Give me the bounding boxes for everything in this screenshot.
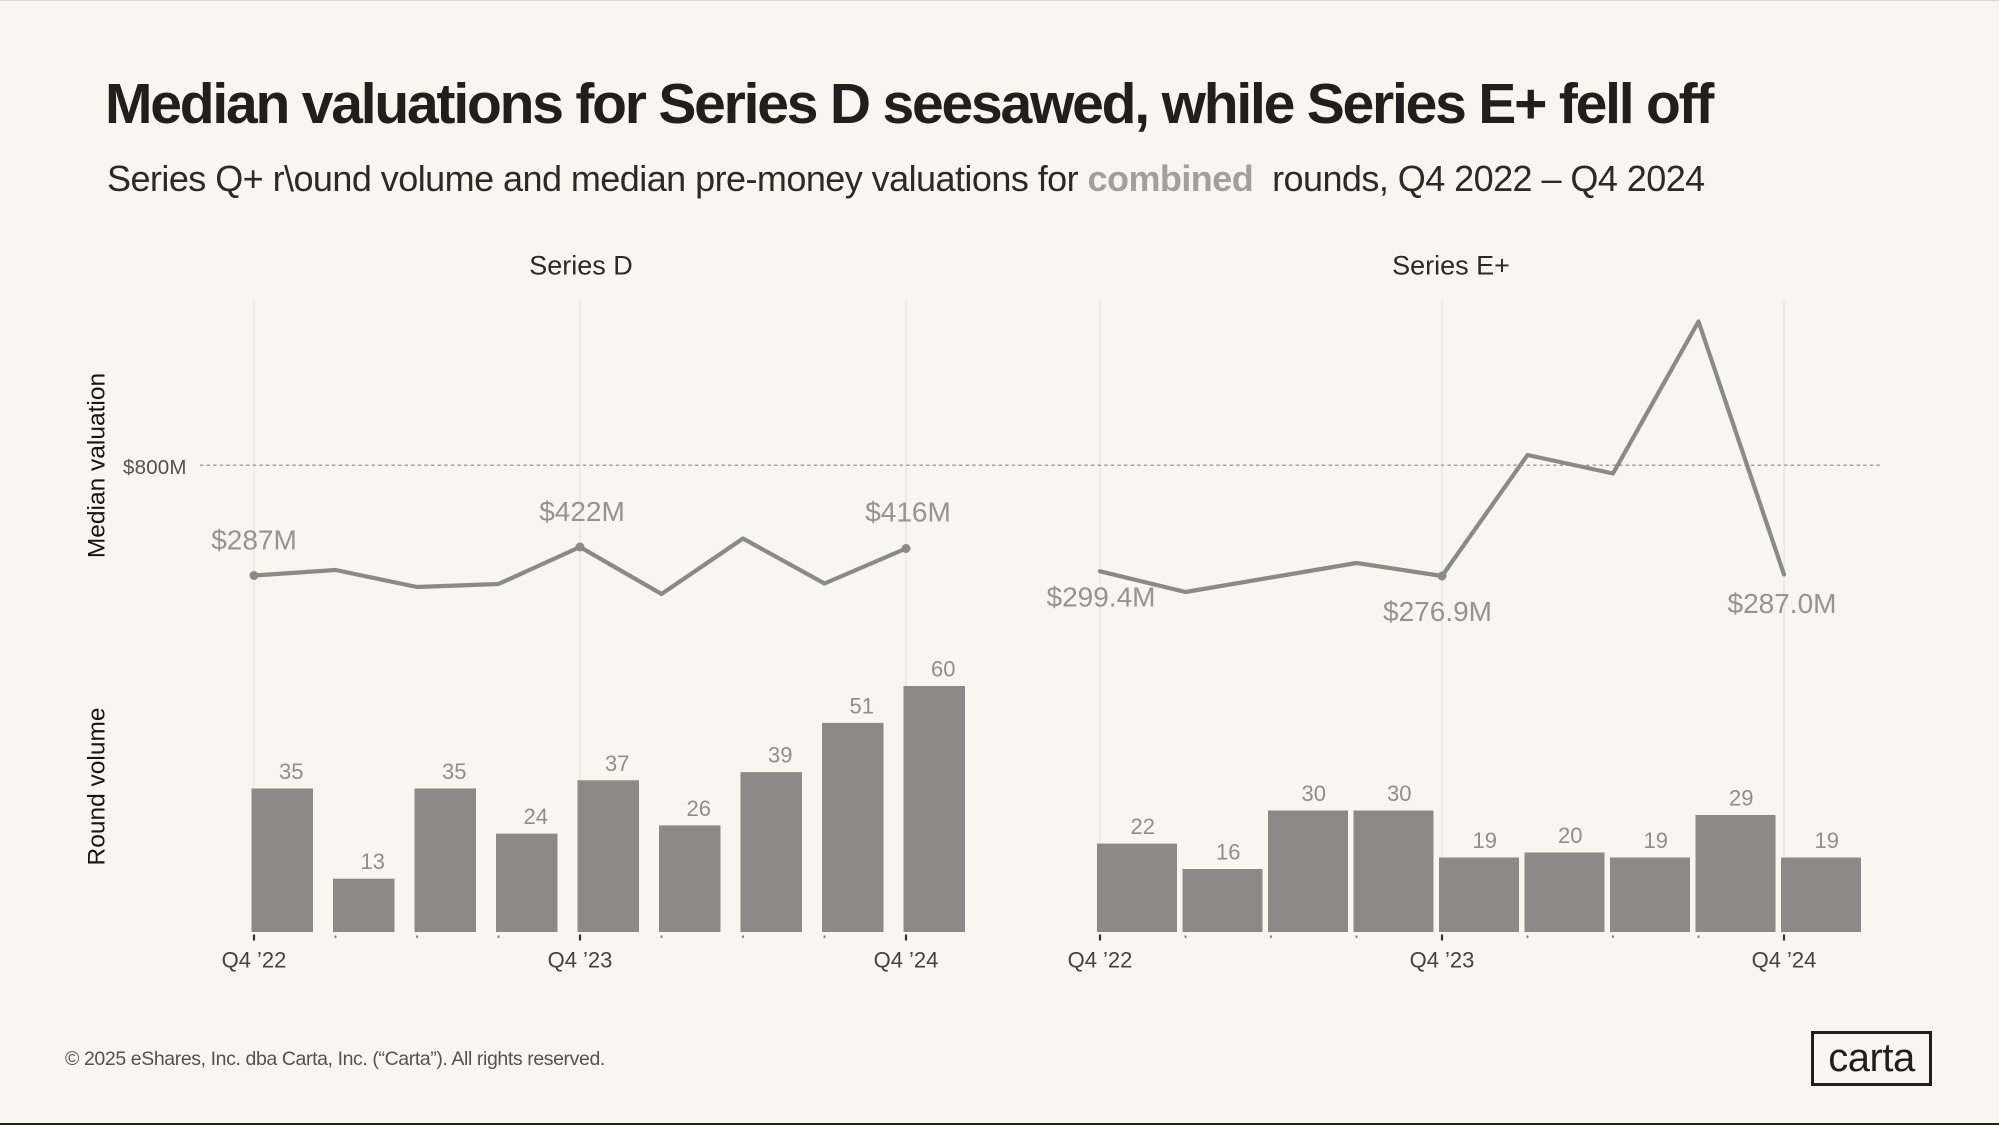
svg-text:39: 39 [768, 743, 792, 768]
svg-text:35: 35 [279, 759, 303, 784]
svg-text:26: 26 [687, 796, 711, 821]
svg-text:35: 35 [442, 759, 466, 784]
svg-text:22: 22 [1131, 814, 1155, 839]
svg-text:Q4 ’23: Q4 ’23 [548, 948, 613, 973]
svg-text:$276.9M: $276.9M [1383, 596, 1492, 627]
svg-text:37: 37 [605, 751, 629, 776]
svg-text:13: 13 [361, 849, 385, 874]
svg-text:Q4 ’22: Q4 ’22 [222, 948, 287, 973]
svg-text:$416M: $416M [865, 497, 951, 528]
svg-text:Q4 ’22: Q4 ’22 [1068, 948, 1133, 973]
svg-text:29: 29 [1729, 786, 1753, 811]
svg-text:$287.0M: $287.0M [1728, 588, 1837, 619]
svg-text:30: 30 [1302, 781, 1326, 806]
svg-text:51: 51 [850, 693, 874, 718]
svg-text:30: 30 [1387, 781, 1411, 806]
svg-text:Q4 ’24: Q4 ’24 [1752, 948, 1817, 973]
svg-text:Q4 ’24: Q4 ’24 [874, 948, 939, 973]
svg-text:Series D: Series D [529, 251, 633, 281]
svg-text:60: 60 [931, 657, 955, 682]
svg-text:Median valuation: Median valuation [84, 373, 111, 558]
svg-text:Series E+: Series E+ [1392, 251, 1510, 281]
svg-text:$287M: $287M [211, 525, 297, 556]
svg-text:$299.4M: $299.4M [1047, 582, 1156, 613]
svg-text:19: 19 [1473, 828, 1497, 853]
svg-text:$422M: $422M [539, 496, 625, 527]
svg-text:24: 24 [524, 804, 548, 829]
svg-text:19: 19 [1644, 828, 1668, 853]
svg-text:Q4 ’23: Q4 ’23 [1410, 948, 1475, 973]
svg-text:19: 19 [1815, 828, 1839, 853]
svg-text:Round volume: Round volume [84, 708, 111, 866]
svg-text:$800M: $800M [123, 456, 187, 479]
svg-text:20: 20 [1558, 823, 1582, 848]
svg-text:16: 16 [1216, 840, 1240, 865]
